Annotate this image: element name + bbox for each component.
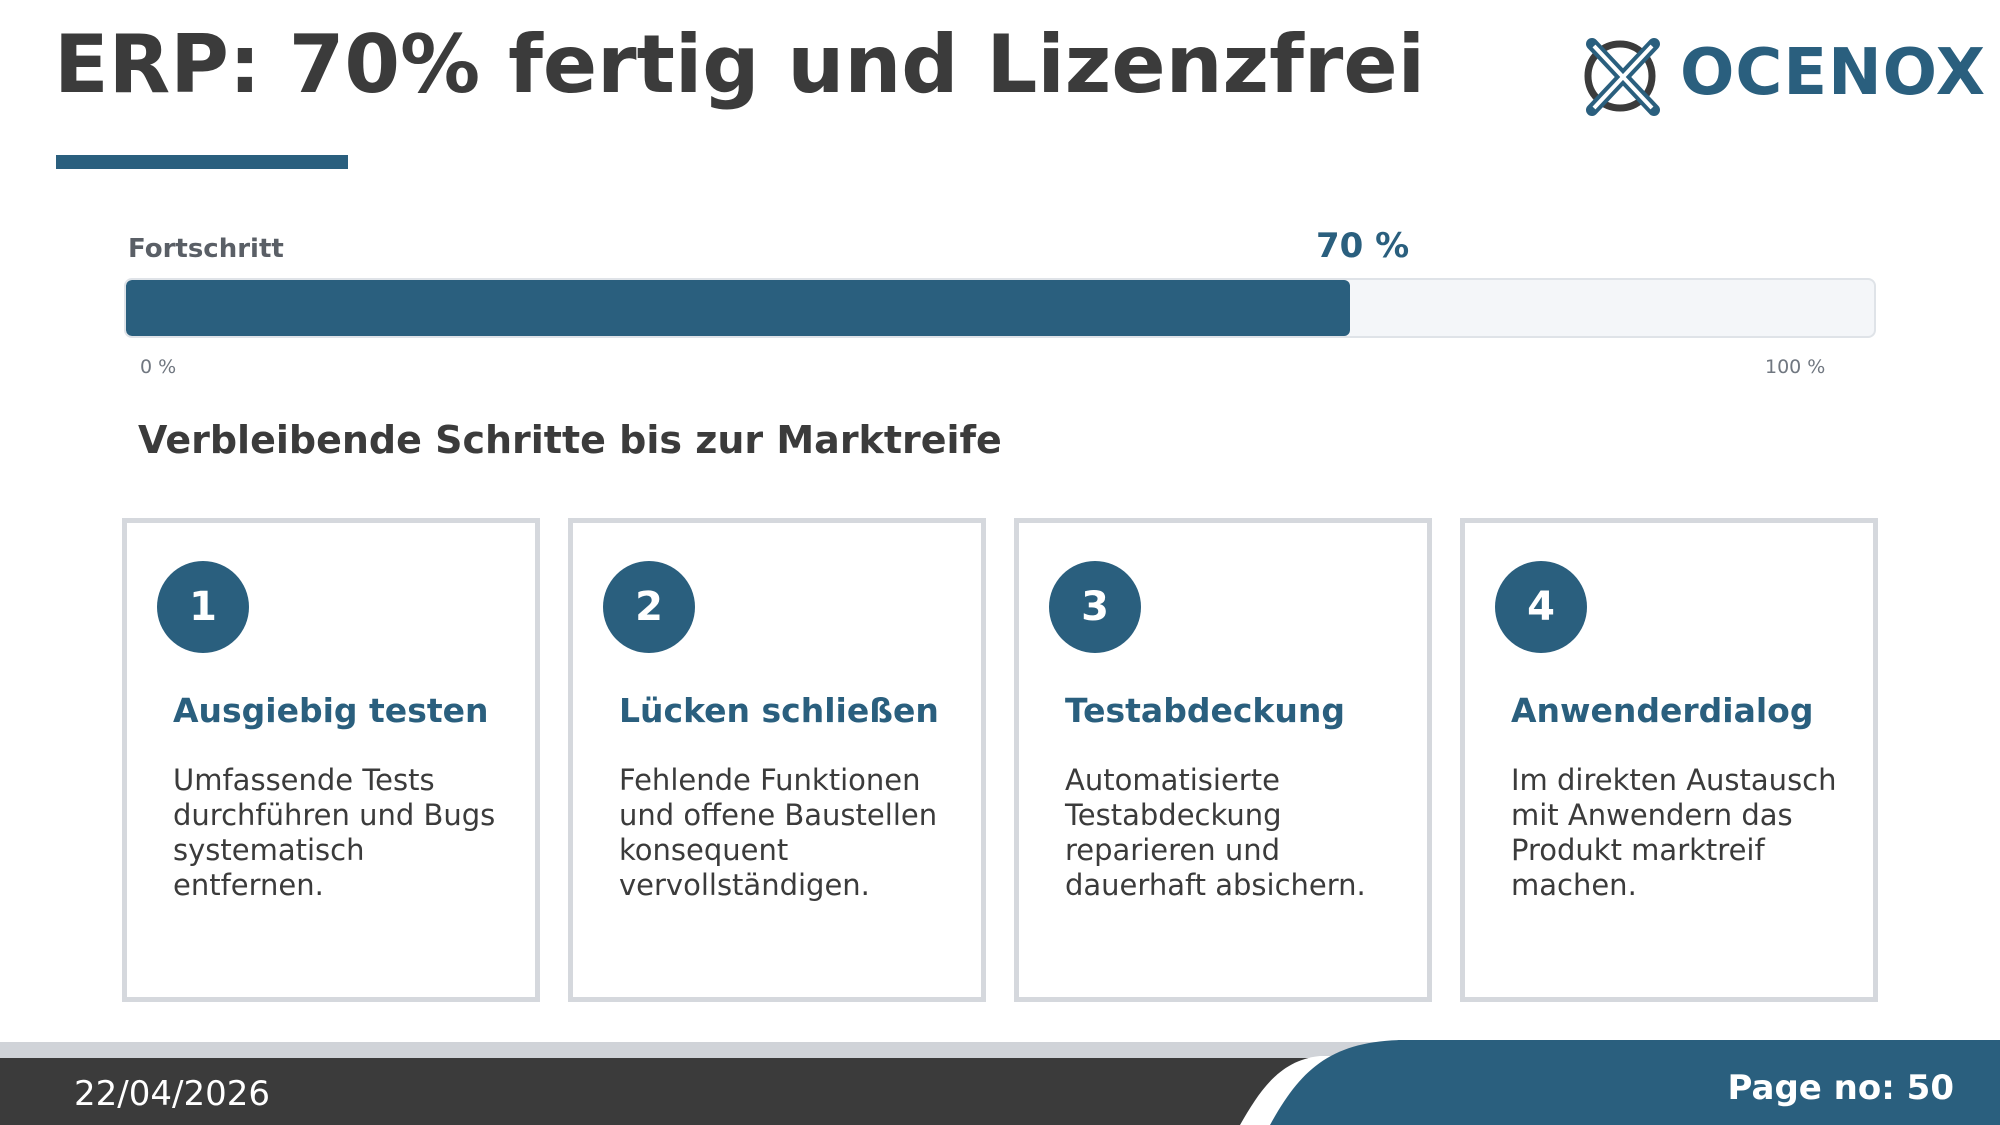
step-title: Lücken schließen — [619, 691, 939, 730]
step-number-badge: 2 — [603, 561, 695, 653]
step-number-badge: 3 — [1049, 561, 1141, 653]
logo-mark-icon — [1584, 38, 1660, 116]
page-number: Page no: 50 — [1727, 1068, 1955, 1108]
progress-max-label: 100 % — [1765, 356, 1826, 378]
logo-text: OCENOX — [1680, 36, 1987, 110]
step-description: Umfassende Tests durchführen und Bugs sy… — [173, 763, 496, 902]
section-heading: Verbleibende Schritte bis zur Marktreife — [138, 418, 1002, 462]
step-card-1: 1 Ausgiebig testen Umfassende Tests durc… — [122, 518, 540, 1002]
company-logo: OCENOX — [1580, 30, 1985, 120]
step-number-badge: 1 — [157, 561, 249, 653]
step-card-3: 3 Testabdeckung Automatisierte Testabdec… — [1014, 518, 1432, 1002]
step-title: Testabdeckung — [1065, 691, 1345, 730]
step-description: Automatisierte Testabdeckung reparieren … — [1065, 763, 1366, 902]
progress-min-label: 0 % — [140, 356, 177, 378]
progress-fill — [126, 280, 1350, 336]
step-description: Im direkten Austausch mit Anwendern das … — [1511, 763, 1837, 902]
step-card-4: 4 Anwenderdialog Im direkten Austausch m… — [1460, 518, 1878, 1002]
step-title: Ausgiebig testen — [173, 691, 489, 730]
step-description: Fehlende Funktionen und offene Baustelle… — [619, 763, 938, 902]
progress-bar — [124, 278, 1876, 338]
progress-label: Fortschritt — [128, 234, 284, 264]
step-card-2: 2 Lücken schließen Fehlende Funktionen u… — [568, 518, 986, 1002]
progress-value: 70 % — [1316, 226, 1410, 266]
footer-wave-shape — [1240, 1040, 2000, 1125]
footer-date: 22/04/2026 — [74, 1074, 270, 1114]
title-underline — [56, 155, 348, 169]
step-title: Anwenderdialog — [1511, 691, 1814, 730]
step-number-badge: 4 — [1495, 561, 1587, 653]
page-title: ERP: 70% fertig und Lizenzfrei — [54, 18, 1426, 111]
